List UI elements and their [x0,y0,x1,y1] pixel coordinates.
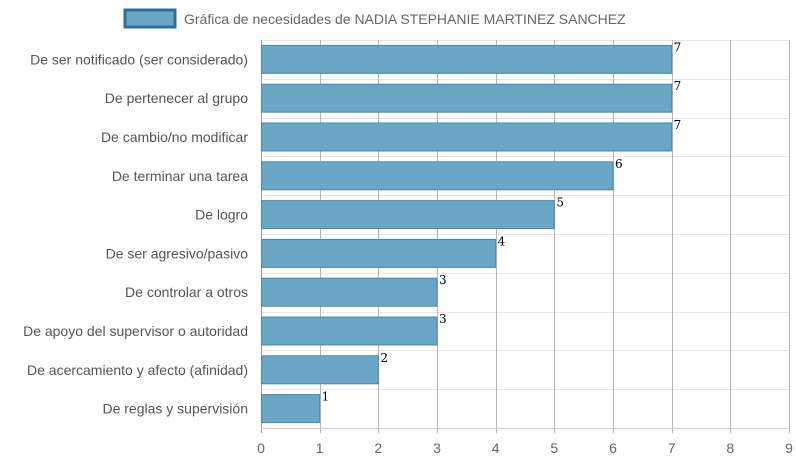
bars [261,44,673,424]
x-tick-label: 3 [433,440,441,456]
data-label: 2 [380,351,388,365]
bar[interactable] [261,83,673,113]
bar[interactable] [261,238,497,268]
category-label: De acercamiento y afecto (afinidad) [27,362,248,378]
x-tick-label: 1 [316,440,324,456]
x-tick-label: 5 [550,440,558,456]
category-label: De reglas y supervisión [102,401,248,417]
data-label: 7 [674,79,682,93]
bar[interactable] [261,200,555,230]
bar[interactable] [261,44,673,74]
legend-label: Gráfica de necesidades de NADIA STEPHANI… [184,11,626,27]
data-labels: 7 7 7 6 5 4 3 3 2 1 [322,40,682,403]
x-axis-ticks: 0 1 2 3 4 5 6 7 8 9 [257,440,793,456]
data-label: 4 [498,234,506,248]
category-label: De ser notificado (ser considerado) [30,51,248,67]
x-tick-label: 9 [785,440,793,456]
category-label: De terminar una tarea [112,168,248,184]
category-label: De controlar a otros [125,284,248,300]
bar[interactable] [261,122,673,152]
data-label: 3 [439,312,447,326]
data-label: 6 [615,157,623,171]
x-tick-label: 2 [374,440,382,456]
data-label: 1 [322,390,330,404]
category-label: De cambio/no modificar [101,129,248,145]
data-label: 3 [439,273,447,287]
category-label: De ser agresivo/pasivo [106,245,249,261]
data-label: 7 [674,40,682,54]
data-label: 7 [674,118,682,132]
bar[interactable] [261,277,438,307]
legend-swatch [123,8,177,29]
x-tick-label: 7 [668,440,676,456]
category-labels: De ser notificado (ser considerado) De pe… [23,51,248,416]
category-label: De logro [195,207,248,223]
data-label: 5 [556,196,564,210]
legend[interactable]: Gráfica de necesidades de NADIA STEPHANI… [123,8,626,29]
x-tick-label: 8 [726,440,734,456]
bar[interactable] [261,161,614,191]
category-label: De apoyo del supervisor o autoridad [23,323,248,339]
bar[interactable] [261,316,438,346]
bar[interactable] [261,355,379,385]
x-tick-label: 4 [492,440,500,456]
x-tick-label: 0 [257,440,265,456]
category-label: De pertenecer al grupo [105,90,248,106]
x-tick-label: 6 [609,440,617,456]
bar[interactable] [261,394,321,424]
